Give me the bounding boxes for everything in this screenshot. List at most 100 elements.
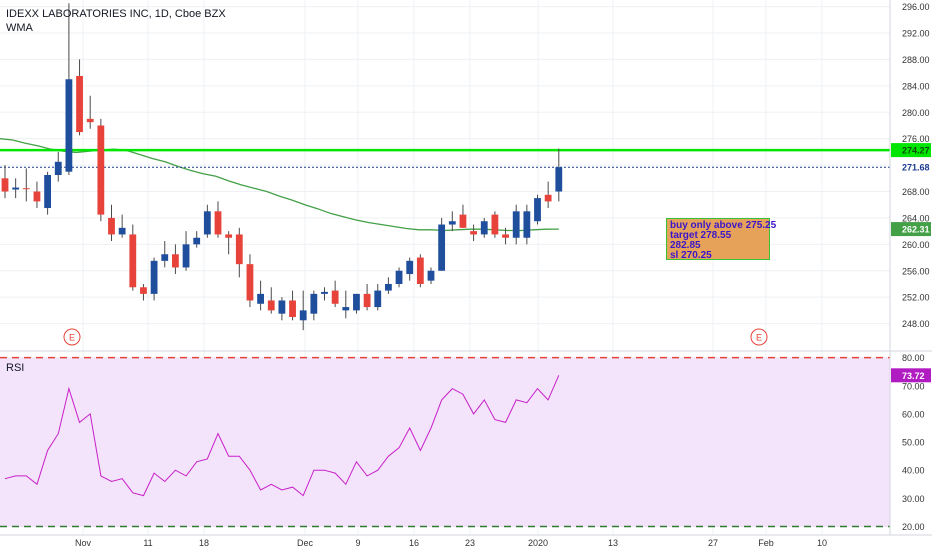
candle-body bbox=[480, 221, 488, 235]
candle-body bbox=[289, 300, 296, 317]
time-tick-label: Dec bbox=[297, 538, 314, 548]
time-tick-label: 23 bbox=[465, 538, 475, 548]
trade-note-line: 282.85 bbox=[670, 240, 701, 251]
last-price-badge bbox=[891, 160, 931, 175]
rsi-badge bbox=[891, 368, 931, 383]
time-tick-label: 13 bbox=[608, 538, 618, 548]
candle-body bbox=[76, 75, 83, 133]
candle-body bbox=[278, 300, 286, 314]
price-tick-label: 280.00 bbox=[902, 108, 930, 118]
candle-body bbox=[150, 260, 158, 294]
rsi-tick-label: 30.00 bbox=[902, 494, 925, 504]
rsi-axis: 20.00 30.00 40.00 50.00 60.00 70.00 80.00 bbox=[902, 353, 925, 532]
candle-body bbox=[470, 231, 477, 235]
candle-body bbox=[118, 227, 126, 235]
trade-note-line: buy only above 275.25 bbox=[670, 220, 777, 231]
time-axis: Nov 11 18 Dec 9 16 23 2020 13 27 Feb 10 bbox=[75, 538, 827, 548]
price-tick-label: 252.00 bbox=[902, 293, 930, 303]
candle-body bbox=[65, 79, 73, 172]
candle-body bbox=[44, 175, 51, 209]
candle-body bbox=[182, 244, 190, 268]
candle-body bbox=[86, 118, 94, 123]
candle-body bbox=[502, 234, 509, 238]
indicator-label: WMA bbox=[6, 22, 33, 34]
price-tick-label: 292.00 bbox=[902, 29, 930, 39]
candle-body bbox=[54, 161, 62, 175]
candle-body bbox=[172, 254, 179, 268]
resistance-badge-text: 274.27 bbox=[902, 146, 930, 156]
rsi-tick-label: 20.00 bbox=[902, 522, 925, 532]
candle-body bbox=[129, 234, 137, 288]
candle-body bbox=[374, 290, 382, 308]
time-tick-label: 27 bbox=[708, 538, 718, 548]
candle-body bbox=[331, 290, 339, 304]
candle-body bbox=[342, 307, 350, 311]
trade-note-line: sl 270.25 bbox=[670, 250, 712, 261]
candle-body bbox=[108, 217, 115, 235]
candle-body bbox=[235, 234, 243, 265]
candle-body bbox=[512, 211, 520, 238]
candle-body bbox=[353, 293, 360, 311]
rsi-tick-label: 70.00 bbox=[902, 381, 925, 391]
candle-body bbox=[459, 214, 467, 228]
candle-body bbox=[395, 270, 403, 284]
earnings-marker-label: E bbox=[69, 333, 75, 343]
candle-body bbox=[321, 291, 328, 294]
time-tick-label: 2020 bbox=[528, 538, 548, 548]
candle-body bbox=[22, 188, 30, 190]
wma-badge-text: 262.31 bbox=[902, 225, 930, 235]
wma-badge bbox=[891, 222, 931, 237]
wma-line bbox=[0, 138, 559, 232]
time-tick-label: Feb bbox=[758, 538, 774, 548]
candle-body bbox=[267, 300, 275, 311]
price-tick-label: 276.00 bbox=[902, 134, 930, 144]
price-tick-label: 284.00 bbox=[902, 81, 930, 91]
rsi-line bbox=[4, 375, 560, 497]
candle-body bbox=[385, 283, 392, 291]
price-horizontal-lines bbox=[0, 148, 890, 168]
time-tick-label: 18 bbox=[199, 538, 209, 548]
last-price-badge-text: 271.68 bbox=[902, 163, 930, 173]
candle-body bbox=[363, 293, 371, 308]
candle-body bbox=[257, 293, 264, 304]
candle-body bbox=[416, 257, 424, 284]
trade-note: buy only above 275.25 target 278.55 282.… bbox=[666, 218, 777, 261]
candle-body bbox=[33, 191, 41, 202]
price-tick-label: 256.00 bbox=[902, 266, 930, 276]
candle-body bbox=[193, 237, 201, 245]
time-tick-label: 11 bbox=[143, 538, 152, 548]
price-tick-label: 248.00 bbox=[902, 319, 930, 329]
rsi-tick-label: 40.00 bbox=[902, 466, 925, 476]
rsi-title: RSI bbox=[6, 362, 25, 374]
candle-body bbox=[12, 187, 20, 190]
candle-body bbox=[299, 310, 307, 321]
candle-body bbox=[225, 234, 233, 238]
rsi-tick-label: 80.00 bbox=[902, 353, 925, 363]
candle-body bbox=[438, 224, 446, 271]
time-tick-label: 10 bbox=[817, 538, 827, 548]
candle-body bbox=[534, 198, 541, 222]
panel-separator bbox=[0, 0, 932, 536]
time-tick-label: 16 bbox=[409, 538, 419, 548]
candle-body bbox=[214, 211, 222, 235]
price-tick-label: 268.00 bbox=[902, 187, 930, 197]
candle-body bbox=[310, 293, 318, 314]
candle-body bbox=[246, 264, 254, 301]
rsi-tick-label: 50.00 bbox=[902, 438, 925, 448]
candlesticks bbox=[1, 3, 563, 331]
rsi-tick-label: 60.00 bbox=[902, 409, 925, 419]
candle-body bbox=[97, 125, 105, 215]
price-tick-label: 260.00 bbox=[902, 240, 930, 250]
candle-body bbox=[406, 260, 414, 275]
candle-body bbox=[427, 270, 435, 281]
resistance-badge bbox=[891, 143, 931, 158]
candle-body bbox=[140, 287, 147, 294]
rsi-level-lines bbox=[0, 356, 890, 528]
rsi-badge-text: 73.72 bbox=[902, 371, 925, 381]
candle-body bbox=[523, 211, 531, 238]
candle-body bbox=[555, 167, 563, 192]
earnings-marker bbox=[63, 328, 81, 346]
